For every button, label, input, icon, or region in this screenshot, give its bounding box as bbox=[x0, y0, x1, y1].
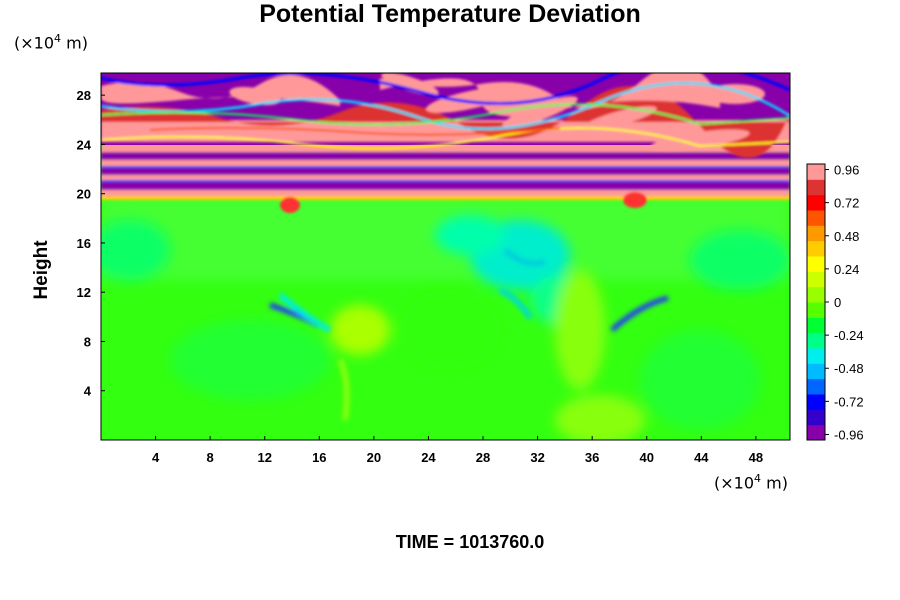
colorbar-swatch bbox=[807, 271, 825, 288]
colorbar-swatch bbox=[807, 194, 825, 211]
y-axis-ticks: 4 8 12 16 20 24 28 bbox=[77, 88, 105, 399]
x-axis-ticks: 4 8 12 16 20 24 28 32 36 40 44 48 bbox=[152, 436, 763, 465]
time-annotation: TIME = 1013760.0 bbox=[395, 532, 545, 552]
colorbar-swatch bbox=[807, 302, 825, 318]
colorbar-swatch bbox=[807, 332, 825, 349]
x-tick-label: 40 bbox=[640, 450, 654, 465]
plot-frame bbox=[100, 72, 791, 441]
x-axis-unit: (×104 m) bbox=[714, 472, 788, 493]
x-tick-label: 44 bbox=[694, 450, 709, 465]
colorbar-tick-label: 0.96 bbox=[834, 163, 859, 178]
chart-title: Potential Temperature Deviation bbox=[259, 0, 641, 28]
x-tick-label: 32 bbox=[530, 450, 544, 465]
x-tick-label: 4 bbox=[152, 450, 160, 465]
colorbar-swatch bbox=[807, 164, 825, 180]
heatmap-field bbox=[101, 73, 790, 440]
y-tick-label: 12 bbox=[77, 285, 91, 300]
colorbar-swatch bbox=[807, 225, 825, 242]
colorbar-swatch bbox=[807, 363, 825, 380]
colorbar-tick-label: -0.24 bbox=[834, 328, 864, 343]
y-tick-label: 8 bbox=[84, 334, 91, 349]
colorbar-swatch bbox=[807, 348, 825, 364]
colorbar: 0.96 0.72 0.48 0.24 0 -0.24 -0.48 -0.72 -0.96 bbox=[806, 163, 864, 442]
x-tick-label: 24 bbox=[421, 450, 436, 465]
colorbar-swatch bbox=[807, 317, 825, 334]
x-tick-label: 8 bbox=[207, 450, 214, 465]
x-tick-label: 48 bbox=[749, 450, 763, 465]
y-axis-unit: (×104 m) bbox=[14, 32, 88, 53]
colorbar-swatch bbox=[807, 179, 825, 196]
colorbar-tick-label: 0 bbox=[834, 295, 841, 310]
colorbar-tick-label: 0.48 bbox=[834, 229, 859, 244]
x-tick-label: 20 bbox=[367, 450, 381, 465]
y-tick-label: 24 bbox=[77, 137, 92, 152]
colorbar-swatch bbox=[807, 378, 825, 395]
colorbar-swatch bbox=[807, 240, 825, 257]
colorbar-swatch bbox=[807, 256, 825, 272]
x-tick-label: 16 bbox=[312, 450, 326, 465]
y-tick-label: 16 bbox=[77, 236, 91, 251]
colorbar-swatch bbox=[807, 286, 825, 303]
colorbar-tick-label: 0.24 bbox=[834, 262, 859, 277]
colorbar-tick-label: 0.72 bbox=[834, 196, 859, 211]
x-tick-label: 12 bbox=[257, 450, 271, 465]
y-tick-label: 20 bbox=[77, 187, 91, 202]
colorbar-tick-label: -0.96 bbox=[834, 427, 864, 442]
colorbar-tick-label: -0.72 bbox=[834, 394, 864, 409]
colorbar-swatch bbox=[807, 394, 825, 410]
colorbar-tick-label: -0.48 bbox=[834, 361, 864, 376]
x-tick-label: 28 bbox=[476, 450, 490, 465]
colorbar-swatch bbox=[807, 424, 825, 441]
y-tick-label: 28 bbox=[77, 88, 91, 103]
colorbar-swatch bbox=[807, 210, 825, 226]
y-tick-label: 4 bbox=[84, 384, 92, 399]
x-tick-label: 36 bbox=[585, 450, 599, 465]
colorbar-swatch bbox=[807, 409, 825, 426]
